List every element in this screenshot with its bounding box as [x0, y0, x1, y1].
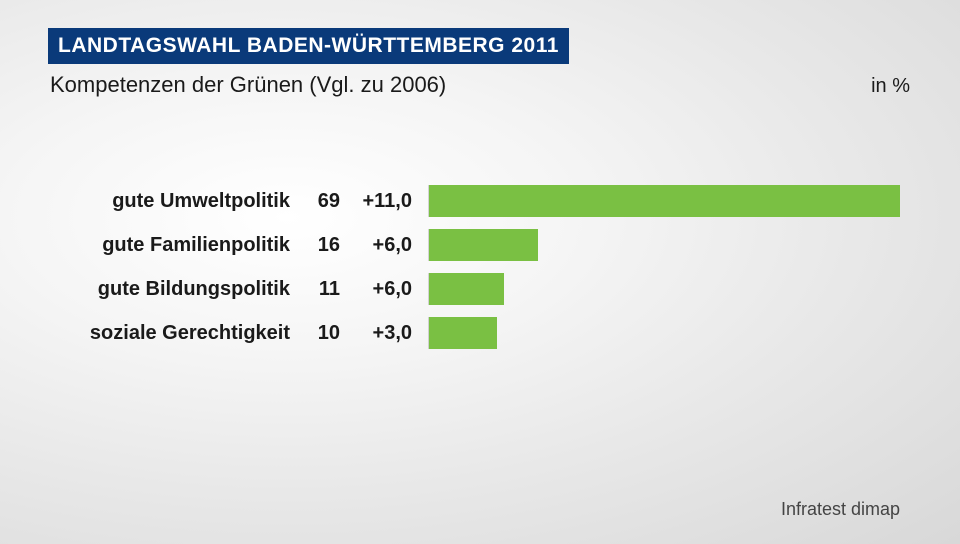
row-value: 11 — [298, 278, 348, 301]
row-delta: +11,0 — [348, 190, 428, 213]
bar — [429, 273, 504, 305]
subtitle: Kompetenzen der Grünen (Vgl. zu 2006) — [50, 72, 446, 98]
chart-row: gute Bildungspolitik 11 +6,0 — [60, 268, 900, 310]
row-value: 69 — [298, 190, 348, 213]
header: LANDTAGSWAHL BADEN-WÜRTTEMBERG 2011 Komp… — [48, 28, 912, 98]
row-label: gute Familienpolitik — [60, 234, 298, 257]
bar — [429, 317, 497, 349]
bar-chart: gute Umweltpolitik 69 +11,0 gute Familie… — [60, 180, 900, 356]
chart-row: gute Umweltpolitik 69 +11,0 — [60, 180, 900, 222]
subtitle-row: Kompetenzen der Grünen (Vgl. zu 2006) in… — [48, 72, 912, 98]
chart-row: gute Familienpolitik 16 +6,0 — [60, 224, 900, 266]
row-delta: +6,0 — [348, 278, 428, 301]
bar-track — [428, 229, 900, 261]
row-delta: +3,0 — [348, 322, 428, 345]
bar-track — [428, 317, 900, 349]
bar — [429, 185, 900, 217]
row-delta: +6,0 — [348, 234, 428, 257]
row-value: 10 — [298, 322, 348, 345]
page-title: LANDTAGSWAHL BADEN-WÜRTTEMBERG 2011 — [48, 28, 569, 64]
bar-track — [428, 273, 900, 305]
unit-label: in % — [871, 75, 910, 98]
row-label: soziale Gerechtigkeit — [60, 322, 298, 345]
row-label: gute Umweltpolitik — [60, 190, 298, 213]
bar-track — [428, 185, 900, 217]
row-label: gute Bildungspolitik — [60, 278, 298, 301]
row-value: 16 — [298, 234, 348, 257]
source-label: Infratest dimap — [781, 499, 900, 520]
bar — [429, 229, 538, 261]
chart-row: soziale Gerechtigkeit 10 +3,0 — [60, 312, 900, 354]
